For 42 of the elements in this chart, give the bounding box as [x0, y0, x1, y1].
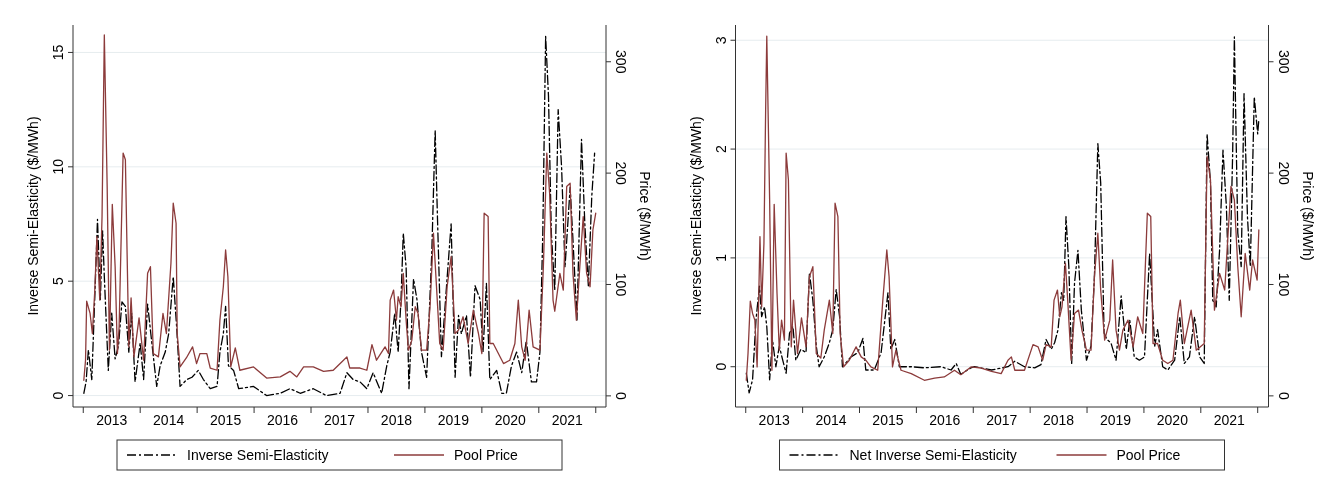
y2-tick-label: 100: [1275, 272, 1292, 297]
y2-tick-label: 200: [1275, 161, 1292, 186]
y-tick-label: 15: [50, 44, 66, 61]
x-tick-label: 2016: [929, 412, 961, 428]
y2-tick-label: 0: [1275, 391, 1292, 400]
y-tick-label: 3: [712, 36, 729, 45]
x-tick-label: 2020: [1156, 412, 1189, 428]
x-tick-label: 2015: [210, 412, 242, 428]
x-tick-label: 2014: [815, 412, 847, 428]
x-tick-label: 2017: [986, 412, 1018, 428]
y2-tick-label: 300: [1275, 50, 1292, 74]
y-axis-title: Inverse Semi-Elasticity ($/MWh): [25, 116, 41, 316]
x-tick-label: 2013: [758, 412, 790, 428]
legend-label: Pool Price: [454, 447, 519, 463]
y-tick-label: 1: [712, 253, 729, 262]
x-tick-label: 2019: [1099, 412, 1132, 428]
x-tick-label: 2015: [872, 412, 904, 428]
y2-tick-label: 300: [613, 50, 629, 74]
x-tick-label: 2014: [153, 412, 185, 428]
legend-label: Pool Price: [1116, 447, 1181, 463]
x-tick-label: 2019: [437, 412, 470, 428]
x-tick-label: 2018: [380, 412, 413, 428]
x-tick-label: 2016: [266, 412, 299, 428]
y-tick-label: 0: [712, 362, 729, 371]
y-tick-label: 5: [50, 277, 66, 286]
y2-tick-label: 100: [613, 272, 629, 297]
x-tick-label: 2021: [551, 412, 584, 428]
legend-label: Inverse Semi-Elasticity: [187, 447, 329, 463]
x-tick-label: 2020: [494, 412, 527, 428]
y2-tick-label: 0: [613, 391, 629, 400]
y2-axis-title: Price ($/MWh): [1299, 171, 1316, 261]
y-tick-label: 10: [50, 158, 66, 175]
x-tick-label: 2018: [1043, 412, 1075, 428]
x-tick-label: 2021: [1213, 412, 1246, 428]
legend-label: Net Inverse Semi-Elasticity: [849, 447, 1017, 463]
y-tick-label: 2: [712, 144, 729, 153]
x-tick-label: 2017: [323, 412, 356, 428]
y2-tick-label: 200: [613, 161, 629, 186]
x-tick-label: 2013: [96, 412, 128, 428]
y2-axis-title: Price ($/MWh): [637, 171, 653, 261]
y-tick-label: 0: [50, 391, 66, 400]
y-axis-title: Inverse Semi-Elasticity ($/MWh): [687, 116, 704, 316]
